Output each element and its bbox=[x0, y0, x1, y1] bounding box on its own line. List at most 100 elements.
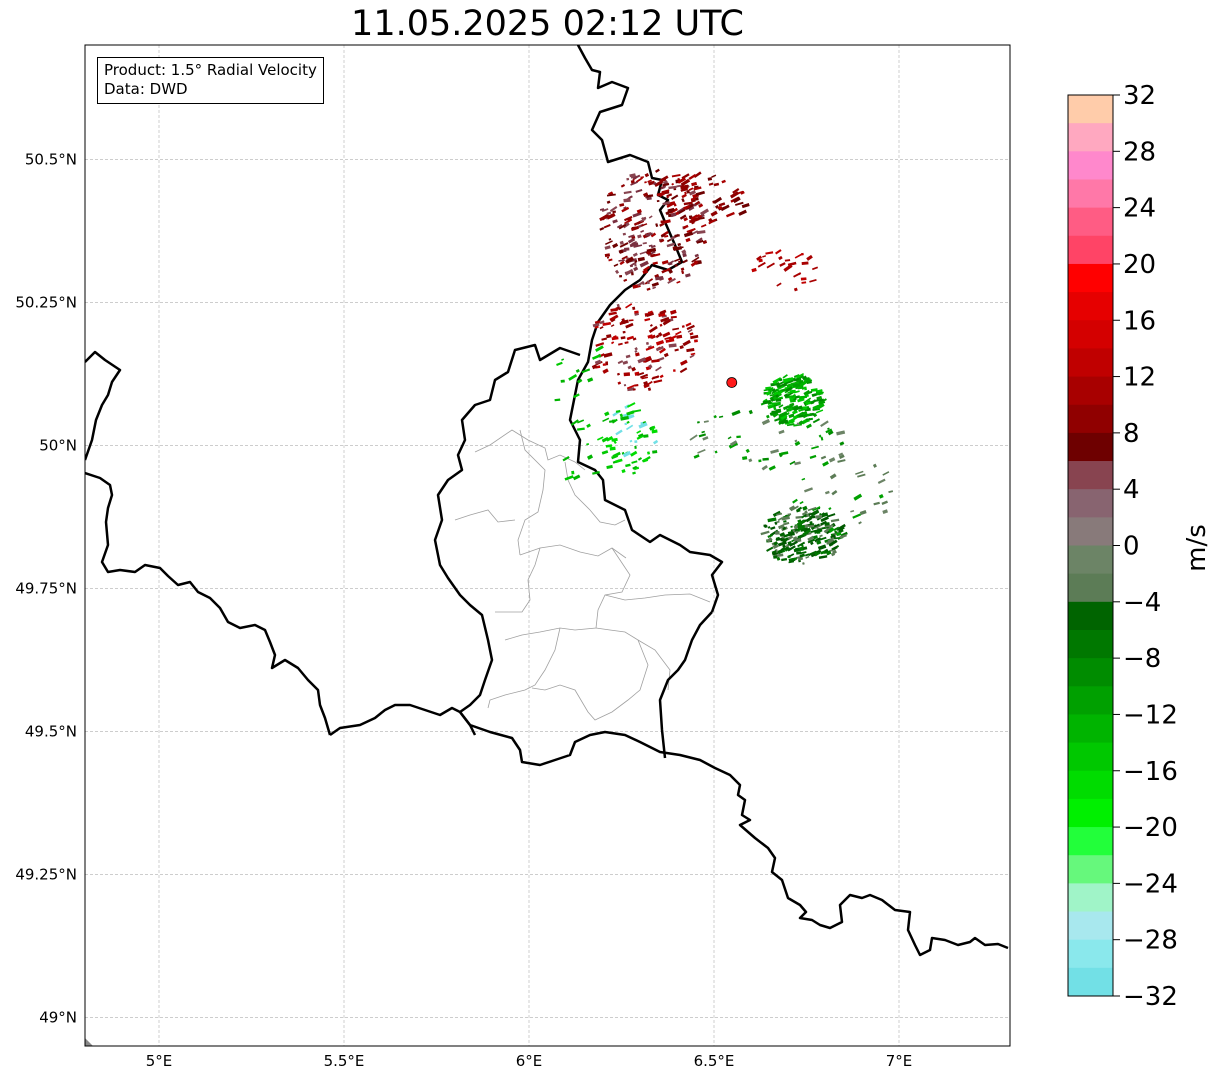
radar-echo-pixel bbox=[767, 525, 771, 529]
radar-echo-pixel bbox=[787, 554, 791, 559]
radar-echo-pixel bbox=[646, 287, 651, 291]
radar-echo-pixel bbox=[659, 177, 667, 183]
radar-echo-pixel bbox=[662, 201, 671, 206]
radar-echo-pixel bbox=[815, 402, 825, 411]
radar-echo-pixel bbox=[745, 448, 750, 454]
radar-echo-pixel bbox=[676, 184, 683, 188]
radar-echo-pixel bbox=[670, 212, 677, 218]
border-belgium-germany bbox=[568, 45, 724, 613]
radar-echo-pixel bbox=[630, 264, 633, 268]
radar-echo-pixel bbox=[637, 371, 645, 376]
radar-echo-pixel bbox=[710, 210, 718, 217]
colorbar-band bbox=[1068, 179, 1113, 209]
radar-echo-pixel bbox=[713, 414, 717, 419]
radar-echo-pixel bbox=[627, 237, 636, 244]
radar-echo-pixel bbox=[764, 525, 768, 528]
radar-echo-pixel bbox=[604, 245, 611, 250]
radar-echo-pixel bbox=[827, 513, 836, 518]
radar-echo-pixel bbox=[564, 475, 574, 481]
radar-echo-pixel bbox=[621, 469, 626, 474]
radar-echo-pixel bbox=[632, 388, 636, 391]
radar-echo-pixel bbox=[623, 190, 632, 195]
radar-echo-pixel bbox=[802, 514, 807, 518]
radar-echo-pixel bbox=[777, 389, 781, 393]
radar-echo-pixel bbox=[798, 556, 804, 561]
district-boundary bbox=[564, 461, 626, 526]
radar-echo-pixel bbox=[634, 350, 638, 353]
radar-echo-pixel bbox=[776, 537, 783, 541]
radar-echo-pixel bbox=[634, 262, 637, 267]
radar-echo-pixel bbox=[650, 253, 656, 257]
radar-echo-pixel bbox=[660, 220, 665, 224]
radar-echo-pixel bbox=[801, 477, 806, 481]
radar-echo-pixel bbox=[732, 188, 740, 194]
radar-echo-pixel bbox=[812, 404, 819, 410]
radar-echo-pixel bbox=[776, 381, 785, 387]
radar-echo-pixel bbox=[810, 541, 814, 546]
radar-echo-pixel bbox=[788, 407, 793, 412]
radar-echo-pixel bbox=[639, 250, 648, 255]
radar-echo-pixel bbox=[668, 343, 677, 348]
radar-echo-pixel bbox=[762, 457, 769, 461]
radar-echo-pixel bbox=[633, 244, 643, 248]
radar-echo-pixel bbox=[800, 277, 807, 281]
radar-echo-pixel bbox=[594, 359, 602, 365]
radar-echo-pixel bbox=[782, 377, 792, 383]
radar-echo-pixel bbox=[621, 206, 630, 213]
radar-echo-pixel bbox=[647, 380, 653, 386]
radar-echo-pixel bbox=[628, 195, 633, 199]
radar-echo-pixel bbox=[748, 458, 753, 463]
radar-echo-pixel bbox=[610, 307, 618, 312]
radar-echo-pixel bbox=[760, 530, 770, 536]
radar-echo-pixel bbox=[628, 234, 635, 239]
radar-echo-pixel bbox=[769, 403, 775, 407]
radar-echo-pixel bbox=[783, 393, 789, 398]
radar-echo-pixel bbox=[640, 218, 646, 223]
radar-echo-pixel bbox=[829, 473, 837, 480]
radar-echo-pixel bbox=[629, 439, 633, 443]
radar-echo-pixel bbox=[651, 375, 660, 380]
radar-echo-pixel bbox=[601, 450, 609, 455]
radar-echo-pixel bbox=[575, 368, 580, 373]
radar-echo-pixel bbox=[651, 282, 659, 287]
radar-echo-pixel bbox=[612, 210, 617, 214]
radar-echo-pixel bbox=[803, 487, 813, 493]
radar-echo-pixel bbox=[591, 364, 598, 370]
radar-echo-pixel bbox=[635, 177, 644, 183]
radar-echo-pixel bbox=[639, 260, 649, 268]
radar-echo-pixel bbox=[799, 551, 807, 555]
radar-echo-pixel bbox=[814, 528, 823, 534]
radar-echo-pixel bbox=[617, 381, 622, 385]
radar-echo-pixel bbox=[775, 530, 780, 535]
radar-echo-pixel bbox=[685, 322, 692, 327]
district-boundary bbox=[504, 547, 631, 641]
radar-echo-pixel bbox=[659, 309, 667, 315]
radar-echo-pixel bbox=[614, 458, 623, 464]
radar-echo-pixel bbox=[714, 450, 718, 454]
radar-echo-pixel bbox=[606, 435, 614, 442]
radar-echo-pixel bbox=[648, 180, 656, 186]
radar-echo-pixel bbox=[587, 377, 594, 383]
radar-echo-pixel bbox=[573, 393, 580, 399]
radar-echo-pixel bbox=[679, 345, 684, 350]
radar-echo-pixel bbox=[790, 525, 793, 528]
radar-echo-pixel bbox=[658, 332, 663, 337]
radar-echo-pixel bbox=[659, 222, 665, 227]
radar-echo-pixel bbox=[622, 232, 626, 236]
radar-echo-pixel bbox=[836, 523, 846, 531]
radar-echo-pixel bbox=[682, 253, 687, 258]
radar-echo-pixel bbox=[618, 307, 622, 311]
radar-echo-pixel bbox=[570, 419, 579, 426]
radar-echo-pixel bbox=[601, 208, 609, 212]
radar-echo-pixel bbox=[641, 376, 649, 380]
radar-echo-pixel bbox=[711, 174, 717, 178]
radar-echo-pixel bbox=[697, 421, 700, 424]
radar-echo-pixel bbox=[794, 439, 798, 443]
radar-echo-pixel bbox=[797, 524, 806, 530]
radar-echo-pixel bbox=[691, 256, 700, 263]
radar-echo-pixel bbox=[809, 454, 817, 459]
radar-echo-pixel bbox=[659, 347, 666, 354]
radar-echo-pixel bbox=[662, 182, 670, 187]
radar-echo-pixel bbox=[686, 324, 695, 331]
radar-echo-pixel bbox=[800, 527, 809, 532]
